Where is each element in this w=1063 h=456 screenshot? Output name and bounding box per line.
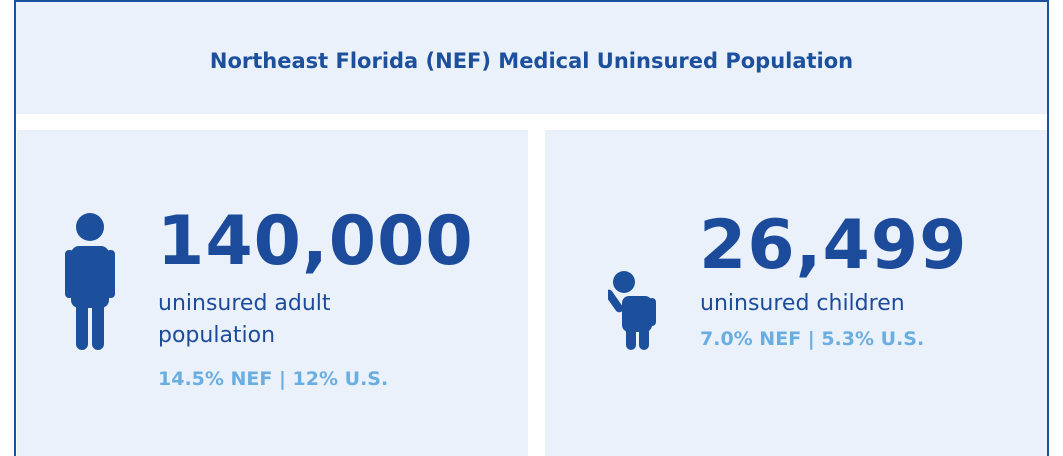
number: 26,499 (699, 206, 968, 285)
header: Northeast Florida (NEF) Medical Uninsure… (16, 2, 1047, 114)
title: Northeast Florida (NEF) Medical Uninsure… (209, 49, 854, 73)
stats: 14.5% NEF | 12% U.S. (158, 368, 389, 390)
number: 140,000 (157, 202, 474, 281)
description: uninsured children (700, 291, 905, 316)
description: uninsured adult population (158, 291, 331, 348)
stats: 7.0% NEF | 5.3% U.S. (700, 328, 925, 350)
child-icon (608, 271, 656, 350)
panel: 26,499 uninsured children 7.0% NEF | 5.3… (545, 130, 1047, 456)
frame: Northeast Florida (NEF) Medical Uninsure… (14, 0, 1049, 456)
panel: 140,000 uninsured adult population 14.5%… (17, 130, 528, 456)
adult-icon (65, 213, 115, 350)
